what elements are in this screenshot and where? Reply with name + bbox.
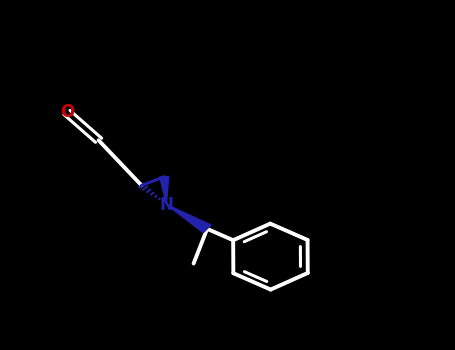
Polygon shape: [160, 176, 169, 204]
Text: N: N: [160, 196, 173, 213]
Text: O: O: [60, 104, 74, 121]
Polygon shape: [167, 204, 211, 233]
